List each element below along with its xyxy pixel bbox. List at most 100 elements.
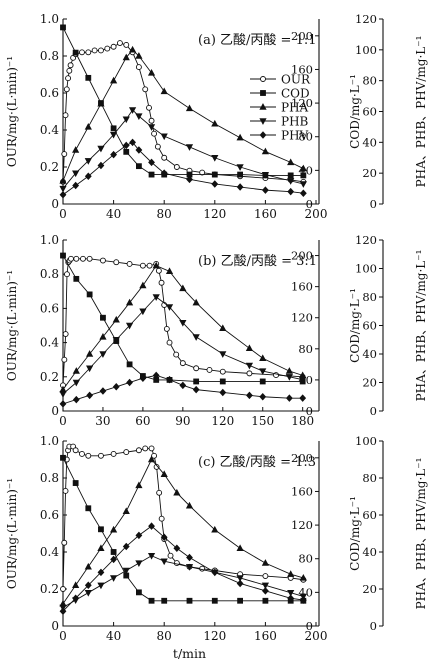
y-left-axis-title: OUR/mg·(L·min)⁻¹ — [5, 56, 19, 167]
point-pha — [211, 119, 219, 127]
series-our — [60, 255, 306, 389]
point-pha — [72, 367, 80, 374]
series-our — [60, 443, 307, 592]
x-tick-label: 120 — [203, 207, 226, 221]
point-phb — [86, 365, 94, 373]
x-tick-label: 180 — [291, 414, 314, 428]
series-pha — [59, 261, 307, 393]
point-cod — [60, 454, 66, 461]
point-pha — [128, 45, 137, 53]
point-pha — [86, 350, 94, 357]
x-tick-label: 60 — [135, 414, 150, 428]
point-phb — [99, 351, 107, 358]
x-axis-title: t/min — [173, 646, 206, 661]
y-right-tick-label: 100 — [355, 43, 377, 57]
legend-marker-cod — [260, 90, 266, 96]
point-pha — [99, 332, 107, 340]
point-our — [110, 43, 117, 50]
point-our — [79, 49, 85, 56]
point-pha — [261, 147, 270, 155]
point-our — [146, 262, 153, 269]
point-phv — [192, 385, 200, 394]
point-cod — [262, 597, 269, 604]
point-phb — [192, 334, 200, 341]
x-tick-label: 120 — [203, 629, 226, 643]
x-tick-label: 200 — [305, 629, 328, 643]
point-phv — [259, 393, 267, 401]
point-phb — [59, 391, 67, 398]
y-right-tick-label: 100 — [355, 262, 377, 276]
y-mid-axis-title: COD/mg·L⁻¹ — [348, 74, 362, 149]
point-phb — [125, 322, 134, 330]
point-phv — [173, 544, 181, 553]
point-phb — [147, 552, 156, 560]
point-our — [156, 489, 163, 496]
point-phb — [109, 575, 118, 582]
series-line-pha — [62, 49, 304, 182]
point-phb — [122, 116, 130, 124]
point-phb — [97, 582, 105, 590]
point-our — [153, 463, 160, 470]
point-our — [163, 325, 170, 332]
point-phv — [72, 594, 80, 602]
legend-label-phb: PHB — [281, 115, 309, 129]
point-cod — [72, 49, 79, 56]
x-tick-label: 150 — [251, 414, 274, 428]
y-right-tick-label: 80 — [362, 74, 377, 88]
point-phb — [72, 379, 80, 387]
y-left-tick-label: 0.4 — [40, 545, 59, 559]
point-cod — [123, 148, 130, 155]
point-phb — [122, 567, 130, 575]
series-pha — [59, 45, 307, 184]
point-phv — [59, 607, 67, 615]
point-our — [166, 339, 173, 346]
point-our — [68, 255, 74, 262]
x-tick-label: 40 — [106, 207, 121, 221]
point-our — [155, 267, 162, 274]
point-pha — [179, 284, 187, 292]
point-our — [91, 47, 98, 54]
point-pha — [259, 354, 267, 361]
point-pha — [192, 298, 200, 306]
y-right-tick-label: 40 — [362, 347, 377, 361]
point-phv — [219, 388, 227, 397]
point-our — [173, 164, 180, 170]
point-our — [62, 112, 69, 119]
y-left-tick-label: 0.6 — [40, 301, 59, 315]
y-left-axis-title: OUR/mg·(L·min)⁻¹ — [5, 478, 19, 589]
legend-label-pha: PHA — [281, 101, 309, 115]
point-pha — [59, 176, 67, 184]
point-phb — [160, 558, 168, 566]
y-mid-tick-label: 200 — [291, 29, 313, 43]
point-our — [142, 445, 149, 452]
point-our — [199, 169, 206, 176]
point-cod — [211, 597, 218, 604]
y-right-tick-label: 20 — [362, 166, 377, 180]
point-phv — [160, 169, 168, 177]
point-phv — [135, 531, 143, 540]
point-phb — [112, 337, 120, 344]
point-cod — [161, 597, 168, 604]
point-our — [72, 447, 79, 454]
legend-marker-our — [260, 76, 266, 82]
point-cod — [211, 171, 218, 178]
point-phv — [72, 181, 80, 190]
point-pha — [97, 99, 105, 107]
point-cod — [86, 291, 93, 298]
series-phb — [59, 294, 307, 398]
point-phv — [299, 189, 307, 197]
point-our — [73, 255, 80, 262]
point-phb — [245, 362, 254, 370]
point-our — [97, 452, 104, 459]
x-tick-label: 0 — [59, 629, 67, 643]
point-cod — [259, 378, 266, 385]
point-phv — [285, 394, 293, 402]
point-pha — [299, 573, 307, 581]
point-cod — [237, 597, 243, 604]
point-phv — [129, 138, 136, 147]
y-left-axis-title: OUR/mg·(L·min)⁻¹ — [5, 270, 19, 381]
point-phv — [126, 378, 133, 387]
point-phv — [139, 374, 147, 382]
point-phv — [179, 381, 187, 390]
point-our — [62, 488, 69, 494]
